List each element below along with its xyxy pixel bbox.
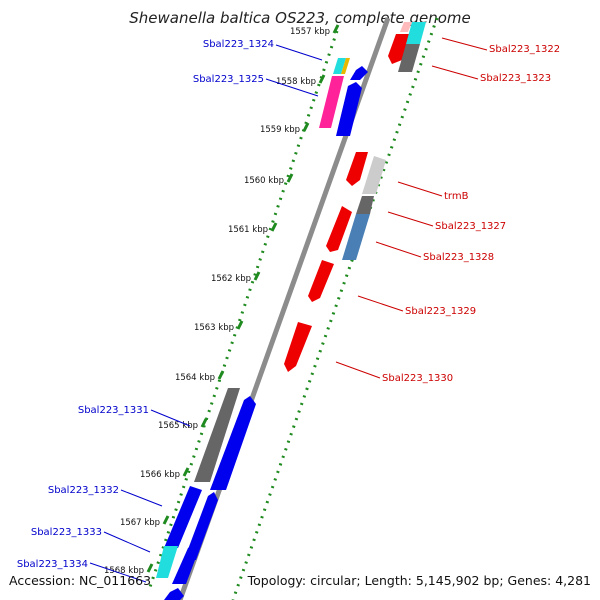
gene-label-left[interactable]: Sbal223_1333 [31,527,102,538]
kbp-tick-mark [162,515,170,525]
gene-labels: Sbal223_1324 Sbal223_1325 Sbal223_1331 Sbal… [17,37,560,583]
gene-label-left[interactable]: Sbal223_1325 [193,74,264,85]
kbp-tick-mark [200,418,208,428]
gene-label-leader [150,409,191,427]
kbp-tick-label: 1558 kbp [276,77,316,87]
kbp-tick-label: 1560 kbp [244,176,284,186]
kbp-tick-label: 1565 kbp [158,421,198,431]
left-kbp-ruler [147,30,339,591]
gene-label-right[interactable]: Sbal223_1323 [480,73,551,84]
kbp-tick-mark [332,24,340,34]
kbp-tick-mark [146,563,154,573]
gene-block-sbal223-1325[interactable] [319,66,368,136]
kbp-tick-labels: 1557 kbp 1558 kbp 1559 kbp 1560 kbp 1561 kbp… [104,24,340,576]
gene-block-sbal223-1322[interactable] [388,22,426,64]
kbp-tick-mark [217,370,225,380]
gene-block-sbal223-1334[interactable] [164,588,184,600]
gene-block-sbal223-1327[interactable] [326,196,374,252]
kbp-tick-mark [318,74,326,84]
right-kbp-ruler [231,17,439,600]
gene-label-leader [441,37,488,51]
kbp-tick-label: 1561 kbp [228,225,268,235]
gene-block-sbal223-1330[interactable] [284,322,312,372]
gene-label-leader [89,562,147,583]
gene-block-sbal223-1329[interactable] [308,260,334,302]
kbp-tick-label: 1557 kbp [290,27,330,37]
topology-text: Topology: circular; Length: 5,145,902 bp… [247,573,591,588]
gene-block-trmb[interactable] [346,152,386,194]
gene-label-left[interactable]: Sbal223_1332 [48,485,119,496]
gene-label-leader [120,489,163,507]
kbp-tick-mark [286,173,294,183]
gene-label-leader [275,44,323,61]
kbp-tick-label: 1566 kbp [140,470,180,480]
gene-label-leader [431,65,479,80]
gene-block-sbal223-1333[interactable] [156,544,198,584]
gene-label-leader [103,531,151,553]
gene-label-leader [357,295,404,312]
gene-label-right[interactable]: Sbal223_1330 [382,373,453,384]
gene-label-right[interactable]: trmB [444,191,469,202]
gene-label-left[interactable]: Sbal223_1334 [17,559,88,570]
gene-block-sbal223-1323[interactable] [398,44,420,72]
gene-label-leader [387,211,434,227]
kbp-tick-label: 1567 kbp [120,518,160,528]
gene-label-leader [375,241,422,258]
kbp-tick-label: 1568 kbp [104,566,144,576]
kbp-tick-mark [302,122,310,132]
gene-label-leader [335,361,381,379]
gene-label-right[interactable]: Sbal223_1327 [435,221,506,232]
gene-label-leader [397,181,443,197]
gene-block-sbal223-1324[interactable] [333,58,350,74]
accession-text: Accession: NC_011663 [9,573,152,588]
kbp-tick-mark [270,222,278,232]
kbp-tick-mark [253,271,261,281]
gene-block-sbal223-1331[interactable] [194,388,256,490]
gene-label-leader [265,78,319,97]
gene-label-right[interactable]: Sbal223_1328 [423,252,494,263]
kbp-tick-label: 1559 kbp [260,125,300,135]
kbp-tick-mark [236,320,244,330]
gene-label-right[interactable]: Sbal223_1329 [405,306,476,317]
kbp-tick-label: 1563 kbp [194,323,234,333]
gene-label-right[interactable]: Sbal223_1322 [489,44,560,55]
gene-label-left[interactable]: Sbal223_1324 [203,39,274,50]
kbp-tick-label: 1562 kbp [211,274,251,284]
gene-block-sbal223-1332[interactable] [164,486,218,560]
kbp-tick-label: 1564 kbp [175,373,215,383]
gene-label-left[interactable]: Sbal223_1331 [78,405,149,416]
gene-block-sbal223-1328[interactable] [342,214,370,260]
kbp-tick-mark [182,467,190,477]
